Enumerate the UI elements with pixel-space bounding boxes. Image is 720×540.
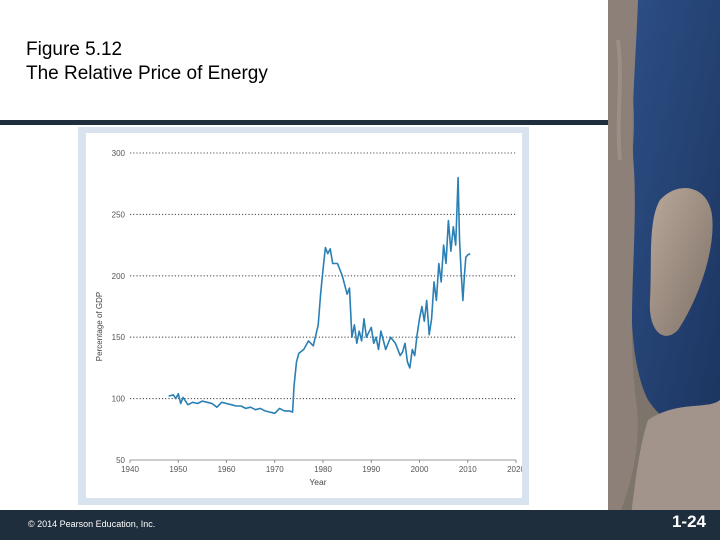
y-tick-label: 100 [112,395,126,404]
x-tick-label: 1940 [121,465,139,474]
x-axis-label: Year [309,477,326,487]
x-tick-label: 1980 [314,465,332,474]
figure-number: Figure 5.12 [26,39,123,60]
y-tick-label: 50 [116,456,125,465]
y-tick-labels: 50 100 150 200 250 300 [112,149,126,465]
x-tick-labels: 1940 1950 1960 1970 1980 1990 2000 2010 2020 [121,460,525,474]
x-tick-label: 1960 [218,465,236,474]
y-tick-label: 200 [112,272,126,281]
y-axis-label: Percentage of GDP [95,292,104,361]
series-line-0 [168,176,471,415]
y-tick-label: 150 [112,333,126,342]
side-photo [608,0,720,540]
x-tick-label: 1950 [169,465,187,474]
chart-panel: 50 100 150 200 250 300 1940 1950 1960 1970 1980 19… [86,133,525,498]
copyright-notice: © 2014 Pearson Education, Inc. [28,519,156,529]
x-tick-label: 1990 [362,465,380,474]
slide-title: Figure 5.12 The Relative Price of Energy [26,38,268,86]
x-tick-label: 1970 [266,465,284,474]
y-tick-label: 250 [112,210,126,219]
figure-title: The Relative Price of Energy [26,63,268,84]
x-tick-label: 2000 [411,465,429,474]
footer-bar [0,510,720,540]
x-tick-label: 2020 [507,465,522,474]
y-tick-label: 300 [112,149,126,158]
rock-water-image [608,0,720,540]
title-divider [0,120,612,125]
slide-number: 1-24 [671,512,706,531]
series-layer [168,176,471,415]
x-tick-label: 2010 [459,465,477,474]
